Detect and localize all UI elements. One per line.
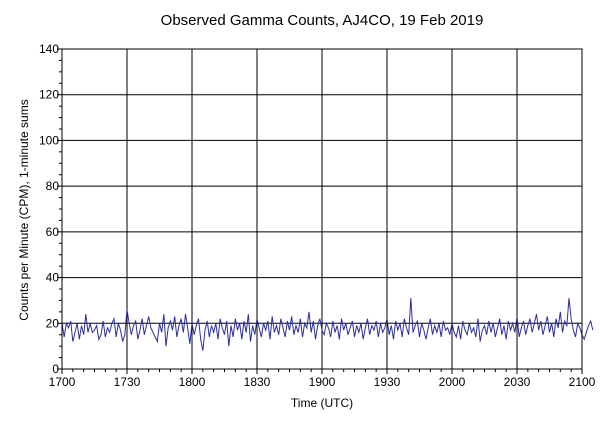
grid [57, 48, 583, 374]
y-tick-label: 120 [39, 88, 59, 102]
series-line-cpm [61, 298, 594, 351]
y-tick-label: 20 [46, 316, 60, 330]
y-tick-label: 100 [39, 133, 59, 147]
x-tick-label: 2000 [439, 375, 466, 389]
y-tick-label: 140 [39, 42, 59, 56]
x-tick-label: 2030 [504, 375, 531, 389]
x-axis-label: Time (UTC) [291, 396, 353, 410]
chart-title: Observed Gamma Counts, AJ4CO, 19 Feb 201… [161, 12, 484, 29]
x-tick-label: 1830 [244, 375, 271, 389]
y-tick-label: 40 [46, 271, 60, 285]
x-tick-labels: 1700 1730 1800 1830 1900 1930 2000 2030 2100 [49, 375, 596, 389]
x-tick-label: 1730 [114, 375, 141, 389]
x-tick-label: 1900 [309, 375, 336, 389]
plot-frame [61, 48, 583, 370]
y-tick-label: 60 [46, 225, 60, 239]
y-tick-label: 0 [52, 362, 59, 376]
y-tick-labels: 0 20 40 60 80 100 120 140 [39, 42, 59, 376]
x-tick-label: 1930 [374, 375, 401, 389]
x-tick-label: 2100 [569, 375, 596, 389]
y-tick-label: 80 [46, 179, 60, 193]
x-tick-label: 1800 [179, 375, 206, 389]
x-tick-label: 1700 [49, 375, 76, 389]
y-axis-label: Counts per Minute (CPM), 1-minute sums [17, 99, 31, 320]
series-group [61, 298, 594, 351]
